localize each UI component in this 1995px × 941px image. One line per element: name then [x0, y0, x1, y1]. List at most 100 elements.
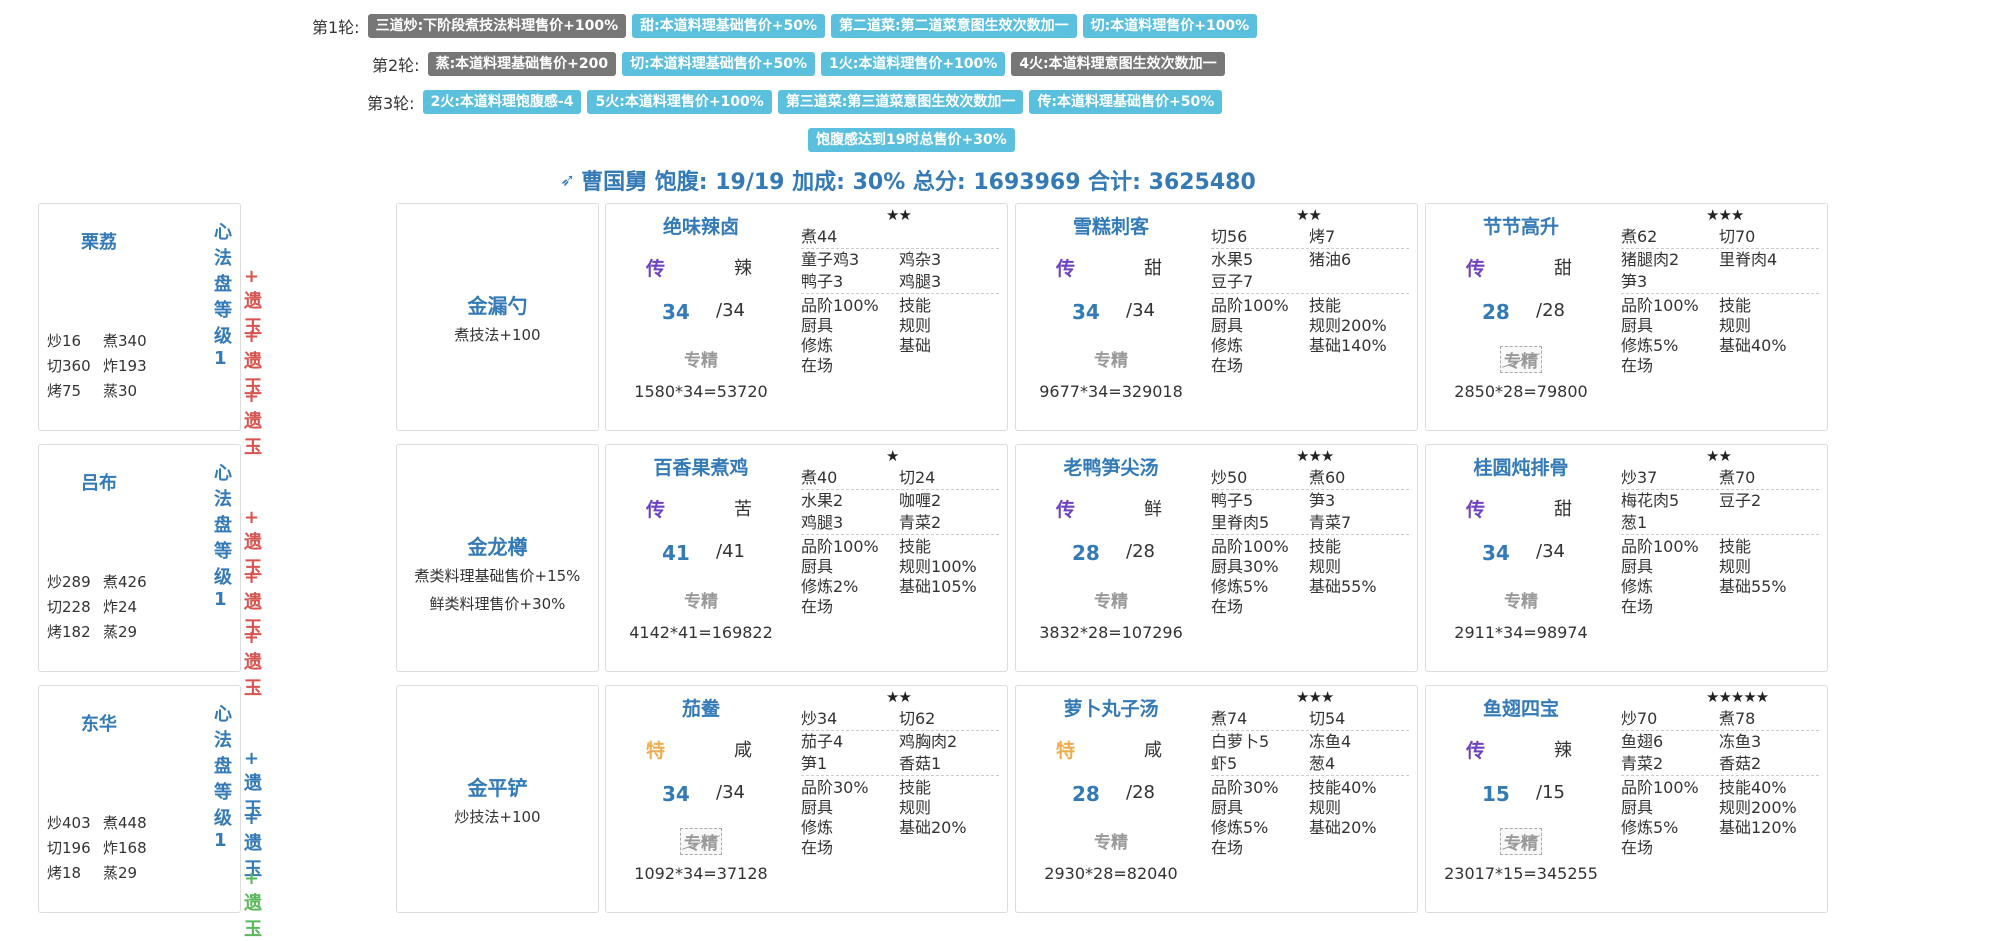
add-jade-button[interactable]: + 遗玉 — [244, 627, 262, 699]
bonus-row: 修炼2% 基础105% — [801, 577, 999, 597]
dish-quantity[interactable]: 34 — [1482, 541, 1510, 565]
dish-quantity[interactable]: 41 — [662, 541, 690, 565]
dish-quantity[interactable]: 28 — [1072, 782, 1100, 806]
equipment-name[interactable]: 金漏勺 — [467, 294, 528, 318]
bonus-value: 技能 — [899, 778, 932, 797]
specialty-toggle[interactable]: 专精 — [1426, 346, 1616, 373]
add-jade-button[interactable]: + 遗玉 — [244, 266, 262, 338]
equipment-name[interactable]: 金龙樽 — [467, 535, 528, 559]
skill-value: 炸24 — [103, 598, 138, 616]
rarity-badge: 特 — [1056, 740, 1076, 762]
skill-value: 切228 — [47, 598, 91, 616]
equipment-card[interactable]: 金龙樽 煮类料理基础售价+15% 鲜类料理售价+30% — [396, 444, 599, 672]
dish-quantity[interactable]: 34 — [1072, 300, 1100, 324]
dish-quantity[interactable]: 34 — [662, 782, 690, 806]
ingredient-row: 笋1 香菇1 — [801, 753, 999, 775]
add-jade-button[interactable]: + 遗玉 — [244, 868, 262, 940]
star-rating: ★★ — [886, 688, 912, 706]
specialty-toggle[interactable]: 专精 — [1016, 587, 1206, 612]
add-jade-button[interactable]: + 遗玉 — [244, 748, 262, 820]
ingredient-value: 鸡腿3 — [899, 272, 942, 291]
mind-disk-level[interactable]: 心法盘等级 1 — [214, 704, 232, 851]
chef-name[interactable]: 东华 — [81, 714, 117, 735]
bonus-row: 厨具 规则 — [1211, 798, 1409, 818]
bonus-value: 品阶100% — [801, 537, 879, 556]
specialty-toggle[interactable]: 专精 — [1016, 828, 1206, 853]
specialty-toggle[interactable]: 专精 — [606, 828, 796, 855]
chef-name[interactable]: 吕布 — [81, 473, 117, 494]
dish-name[interactable]: 老鸭笋尖汤 — [1063, 457, 1159, 479]
add-jade-button[interactable]: + 遗玉 — [244, 507, 262, 579]
equipment-card[interactable]: 金平铲 炒技法+100 — [396, 685, 599, 913]
dish-quantity[interactable]: 28 — [1482, 300, 1510, 324]
specialty-toggle[interactable]: 专精 — [1426, 828, 1616, 855]
equipment-card[interactable]: 金漏勺 煮技法+100 — [396, 203, 599, 431]
ingredient-row: 水果2 咖喱2 — [801, 490, 999, 512]
ingredient-value: 青菜2 — [1621, 754, 1664, 773]
ingredient-block: 切56 烤7 水果5 猪油6 豆子7 — [1211, 226, 1409, 294]
ingredient-value: 鸭子3 — [801, 272, 844, 291]
dish-quantity-max: /34 — [716, 782, 745, 803]
flavor-label: 甜 — [1144, 258, 1162, 279]
bonus-value: 在场 — [1621, 838, 1654, 857]
bonus-row: 在场 — [1211, 356, 1409, 376]
rarity-badge: 特 — [646, 740, 666, 762]
skill-value: 炸193 — [103, 357, 147, 375]
ingredient-value: 葱4 — [1309, 754, 1336, 773]
ingredient-value: 里脊肉5 — [1211, 513, 1270, 532]
ingredient-block: 煮44 童子鸡3 鸡杂3 鸭子3 鸡腿3 — [801, 226, 999, 294]
bonus-value: 技能40% — [1309, 778, 1377, 797]
bonus-row: 修炼5% 基础120% — [1621, 818, 1819, 838]
bonus-row: 厨具 规则 — [801, 316, 999, 336]
specialty-label: 专精 — [1500, 346, 1542, 373]
bonus-value — [1719, 356, 1817, 376]
add-jade-button[interactable]: + 遗玉 — [244, 386, 262, 458]
effect-tag: 4火:本道料理意图生效次数加一 — [1011, 52, 1225, 76]
ingredient-value: 香菇1 — [899, 754, 942, 773]
mind-disk-level[interactable]: 心法盘等级 1 — [214, 222, 232, 369]
specialty-toggle[interactable]: 专精 — [1016, 346, 1206, 371]
equipment-name[interactable]: 金平铲 — [467, 776, 528, 800]
chef-name[interactable]: 栗荔 — [81, 232, 117, 253]
dish-quantity[interactable]: 34 — [662, 300, 690, 324]
specialty-toggle[interactable]: 专精 — [1426, 587, 1616, 612]
bonus-row: 修炼 基础140% — [1211, 336, 1409, 356]
bonus-value: 修炼 — [1211, 336, 1244, 355]
dish-name[interactable]: 桂圆炖排骨 — [1473, 457, 1569, 479]
bonus-value: 品阶30% — [1211, 778, 1279, 797]
dish-quantity[interactable]: 15 — [1482, 782, 1510, 806]
flavor-label: 咸 — [734, 740, 752, 761]
specialty-toggle[interactable]: 专精 — [606, 346, 796, 371]
dish-name[interactable]: 鱼翅四宝 — [1482, 698, 1559, 720]
specialty-toggle[interactable]: 专精 — [606, 587, 796, 612]
dish-name[interactable]: 节节高升 — [1482, 216, 1559, 238]
dish-card: 萝卜丸子汤 ★★★ 特 咸 28/28 专精 2930*28=82040 煮74 切54 白萝卜5… — [1015, 685, 1418, 913]
dish-name[interactable]: 绝味辣卤 — [662, 216, 739, 238]
dish-name[interactable]: 茄鲞 — [681, 698, 720, 720]
star-rating: ★ — [886, 447, 899, 465]
bonus-row: 在场 — [1211, 838, 1409, 858]
dish-quantity[interactable]: 28 — [1072, 541, 1100, 565]
bonus-row: 厨具 规则100% — [801, 557, 999, 577]
chef-skills: 炒16 煮340 切360 炸193 烤75 蒸30 — [47, 330, 159, 401]
bonus-row: 品阶100% 技能 — [801, 296, 999, 316]
add-jade-button[interactable]: + 遗玉 — [244, 326, 262, 398]
ingredient-row: 水果5 猪油6 — [1211, 249, 1409, 271]
bonus-row: 品阶30% 技能 — [801, 778, 999, 798]
bonus-value: 修炼5% — [1621, 818, 1679, 837]
skill-value: 切360 — [47, 357, 91, 375]
rarity-badge: 传 — [1466, 499, 1486, 521]
mind-disk-level[interactable]: 心法盘等级 1 — [214, 463, 232, 610]
add-jade-button[interactable]: + 遗玉 — [244, 567, 262, 639]
dish-name[interactable]: 雪糕刺客 — [1072, 216, 1149, 238]
add-jade-button[interactable]: + 遗玉 — [244, 808, 262, 880]
star-rating: ★★★ — [1296, 688, 1334, 706]
bonus-value: 厨具 — [1621, 798, 1654, 817]
effect-tag: 1火:本道料理售价+100% — [820, 52, 1006, 76]
dish-name[interactable]: 百香果煮鸡 — [653, 457, 749, 479]
bonus-value: 在场 — [801, 597, 834, 616]
dish-name[interactable]: 萝卜丸子汤 — [1063, 698, 1159, 720]
flavor-label: 辣 — [734, 258, 752, 279]
ingredient-value: 猪腿肉2 — [1621, 250, 1680, 269]
dish-card: 茄鲞 ★★ 特 咸 34/34 专精 1092*34=37128 炒34 切62 茄子4 鸡胸肉2 笋… — [605, 685, 1008, 913]
